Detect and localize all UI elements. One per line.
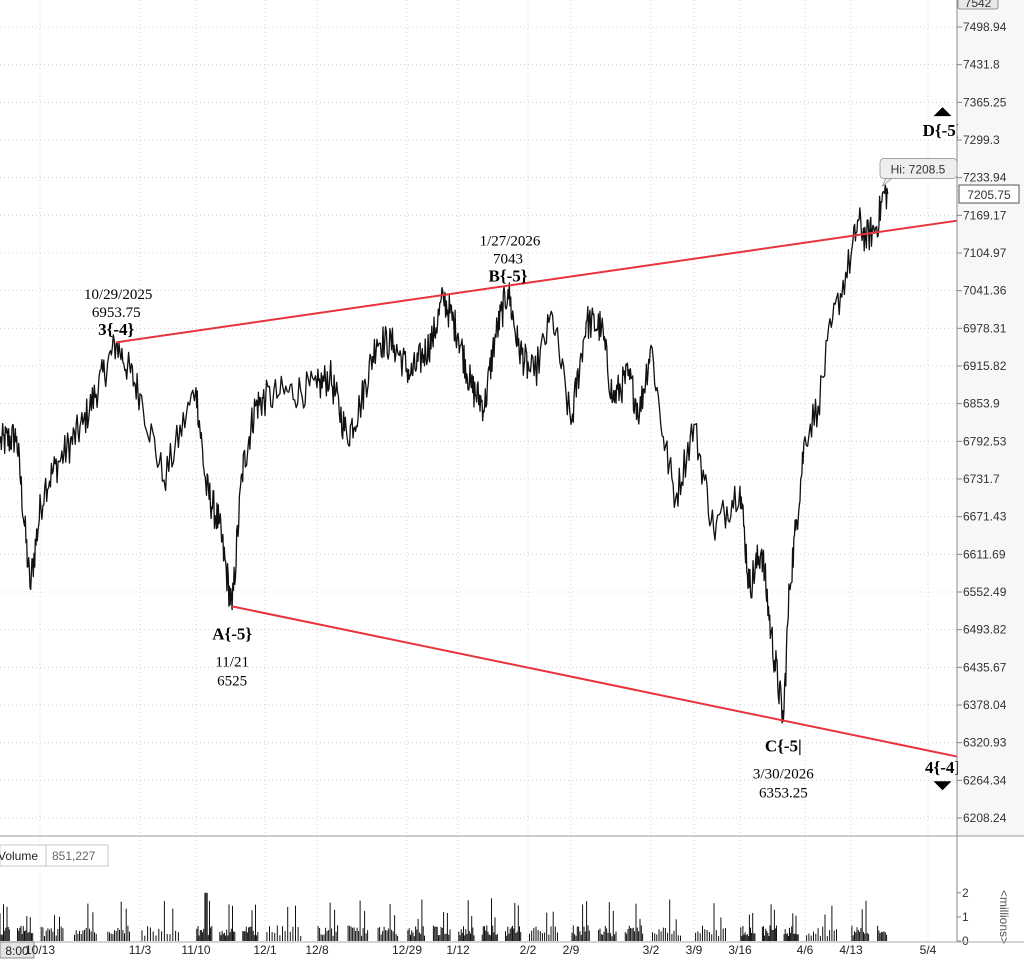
annotation-label: A{-5} (212, 625, 252, 644)
y-tick-label: 6435.67 (963, 660, 1007, 674)
grid-lines (0, 0, 957, 942)
x-tick-label: 3/9 (686, 943, 703, 957)
annotation-date: 1/27/2026 (480, 234, 541, 250)
top-price-badge: 7542 (957, 0, 999, 10)
x-tick-label: 5/4 (920, 943, 937, 957)
y-tick-label: 6552.49 (963, 585, 1007, 599)
volume-tick-label: 2 (962, 886, 969, 900)
price-series (0, 184, 889, 724)
annotation-B5: B{-5}7043 1/27/2026 (480, 234, 541, 286)
price-overlays: Hi: 7208.5 7205.75 (879, 158, 1020, 204)
trendline-upper[interactable] (116, 219, 958, 344)
wave-annotations: 3{-4}6953.75 10/29/2025 A{-5} 11/21 6525 B{-5… (84, 107, 963, 801)
x-tick-label: 11/3 (129, 943, 152, 957)
y-tick-label: 7431.8 (963, 58, 1000, 72)
trendline-lower[interactable] (231, 605, 958, 758)
annotation-label: C{-5| (765, 736, 802, 755)
y-tick-label: 6978.31 (963, 321, 1007, 335)
y-tick-label: 6208.24 (963, 811, 1007, 825)
price-line (0, 184, 889, 724)
annotation-price: 6953.75 (92, 305, 141, 321)
x-tick-label: 4/6 (797, 943, 814, 957)
volume-tick-label: 1 (962, 910, 969, 924)
y-tick-label: 6264.34 (963, 773, 1007, 787)
time-label-badge: 8:00 (0, 941, 35, 959)
y-tick-label: 7365.25 (963, 95, 1007, 109)
annotation-44: 4{-4] (925, 758, 960, 791)
volume-axis: 2 1 0 (957, 886, 969, 948)
annotation-price: 7043 (493, 252, 523, 268)
y-tick-label: 7041.36 (963, 284, 1007, 298)
y-tick-label: 7104.97 (963, 246, 1007, 260)
price-axis-panel (958, 0, 1024, 836)
y-tick-label: 6853.9 (963, 397, 1000, 411)
volume-tick-label: 0 (962, 934, 969, 948)
annotation-date: 10/29/2025 (84, 287, 152, 303)
y-tick-label: 6915.82 (963, 359, 1007, 373)
y-tick-label: 6320.93 (963, 736, 1007, 750)
x-tick-label: 3/16 (728, 943, 752, 957)
x-tick-label: 4/13 (839, 943, 863, 957)
x-tick-label: 2/2 (520, 943, 537, 957)
y-tick-label: 7299.3 (963, 133, 1000, 147)
y-tick-label: 7233.94 (963, 171, 1007, 185)
y-tick-label: 6792.53 (963, 434, 1007, 448)
x-tick-label: 12/1 (253, 943, 277, 957)
annotation-D5: D{-5} (923, 107, 963, 140)
time-label-text: 8:00 (5, 944, 29, 958)
annotation-A5: A{-5} 11/21 6525 (212, 625, 252, 690)
annotation-label: 3{-4} (98, 320, 134, 339)
x-tick-label: 1/12 (446, 943, 470, 957)
top-price-badge-text: 7542 (965, 0, 992, 10)
x-tick-label: 2/9 (563, 943, 580, 957)
high-callout-text: Hi: 7208.5 (891, 162, 946, 176)
annotation-label: D{-5} (923, 121, 963, 140)
up-arrow-icon (933, 107, 952, 117)
last-price-text: 7205.75 (967, 188, 1011, 202)
y-tick-label: 6671.43 (963, 510, 1007, 524)
x-tick-label: 12/29 (392, 943, 422, 957)
volume-header-value: 851,227 (52, 849, 96, 863)
volume-bars (0, 892, 888, 941)
y-tick-label: 7498.94 (963, 20, 1007, 34)
annotation-label: B{-5} (489, 267, 528, 286)
y-tick-label: 6731.7 (963, 472, 1000, 486)
volume-header-label: Volume (0, 849, 38, 863)
price-axis: 7542 7498.94 7431.8 7365.25 7299.3 7233.94 71… (957, 0, 1007, 825)
annotation-C5: C{-5| 3/30/2026 6353.25 (753, 736, 814, 801)
x-tick-label: 3/2 (643, 943, 660, 957)
down-arrow-icon (933, 781, 952, 791)
y-tick-label: 6493.82 (963, 623, 1007, 637)
annotation-date: 3/30/2026 (753, 766, 814, 782)
annotation-date: 11/21 (215, 655, 249, 671)
annotation-price: 6525 (217, 674, 247, 690)
last-price-badge: 7205.75 (958, 184, 1020, 204)
y-tick-label: 6378.04 (963, 698, 1007, 712)
x-tick-label: 11/10 (181, 943, 210, 957)
volume-unit-label: <millions> (997, 890, 1011, 944)
y-tick-label: 6611.69 (963, 547, 1006, 561)
volume-header: Volume 851,227 (0, 844, 109, 867)
trendlines (116, 219, 958, 758)
annotation-label: 4{-4] (925, 758, 960, 777)
high-callout: Hi: 7208.5 (879, 158, 958, 187)
annotation-34: 3{-4}6953.75 10/29/2025 (84, 287, 152, 339)
annotation-price: 6353.25 (759, 785, 808, 801)
time-axis: 8:00 10/13 11/3 11/10 12/1 12/8 12/29 1/12 2/2 2… (0, 941, 937, 959)
x-tick-label: 12/8 (305, 943, 329, 957)
y-tick-label: 7169.17 (963, 208, 1007, 222)
x-tick-label: 10/13 (25, 943, 55, 957)
